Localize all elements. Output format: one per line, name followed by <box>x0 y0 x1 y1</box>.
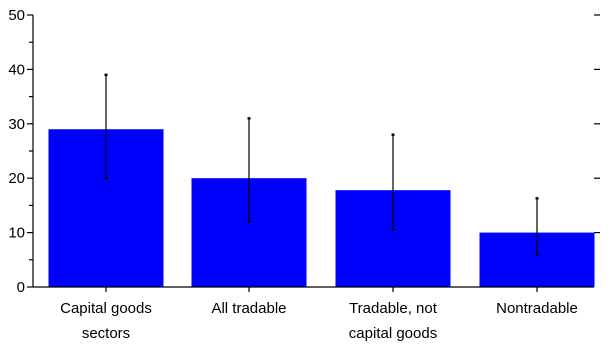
x-category-label: Capital goods <box>60 300 152 317</box>
y-tick-label: 20 <box>8 170 25 187</box>
x-category-label: sectors <box>82 325 130 342</box>
error-bars <box>104 73 539 256</box>
y-tick-label: 10 <box>8 225 25 242</box>
bars <box>48 129 595 287</box>
y-tick-label: 40 <box>8 61 25 78</box>
x-category-label: Tradable, not <box>349 300 438 317</box>
x-category-label: capital goods <box>349 325 437 342</box>
y-axis-right <box>594 14 600 234</box>
y-tick-label: 0 <box>17 279 25 296</box>
x-category-label: Nontradable <box>496 300 578 317</box>
y-tick-label: 50 <box>8 7 25 24</box>
x-axis: Capital goods sectors All tradable Tradable… <box>33 286 594 342</box>
x-category-label: All tradable <box>211 300 286 317</box>
y-tick-label: 30 <box>8 116 25 133</box>
y-axis-left: 0 10 20 30 40 50 <box>8 7 34 296</box>
